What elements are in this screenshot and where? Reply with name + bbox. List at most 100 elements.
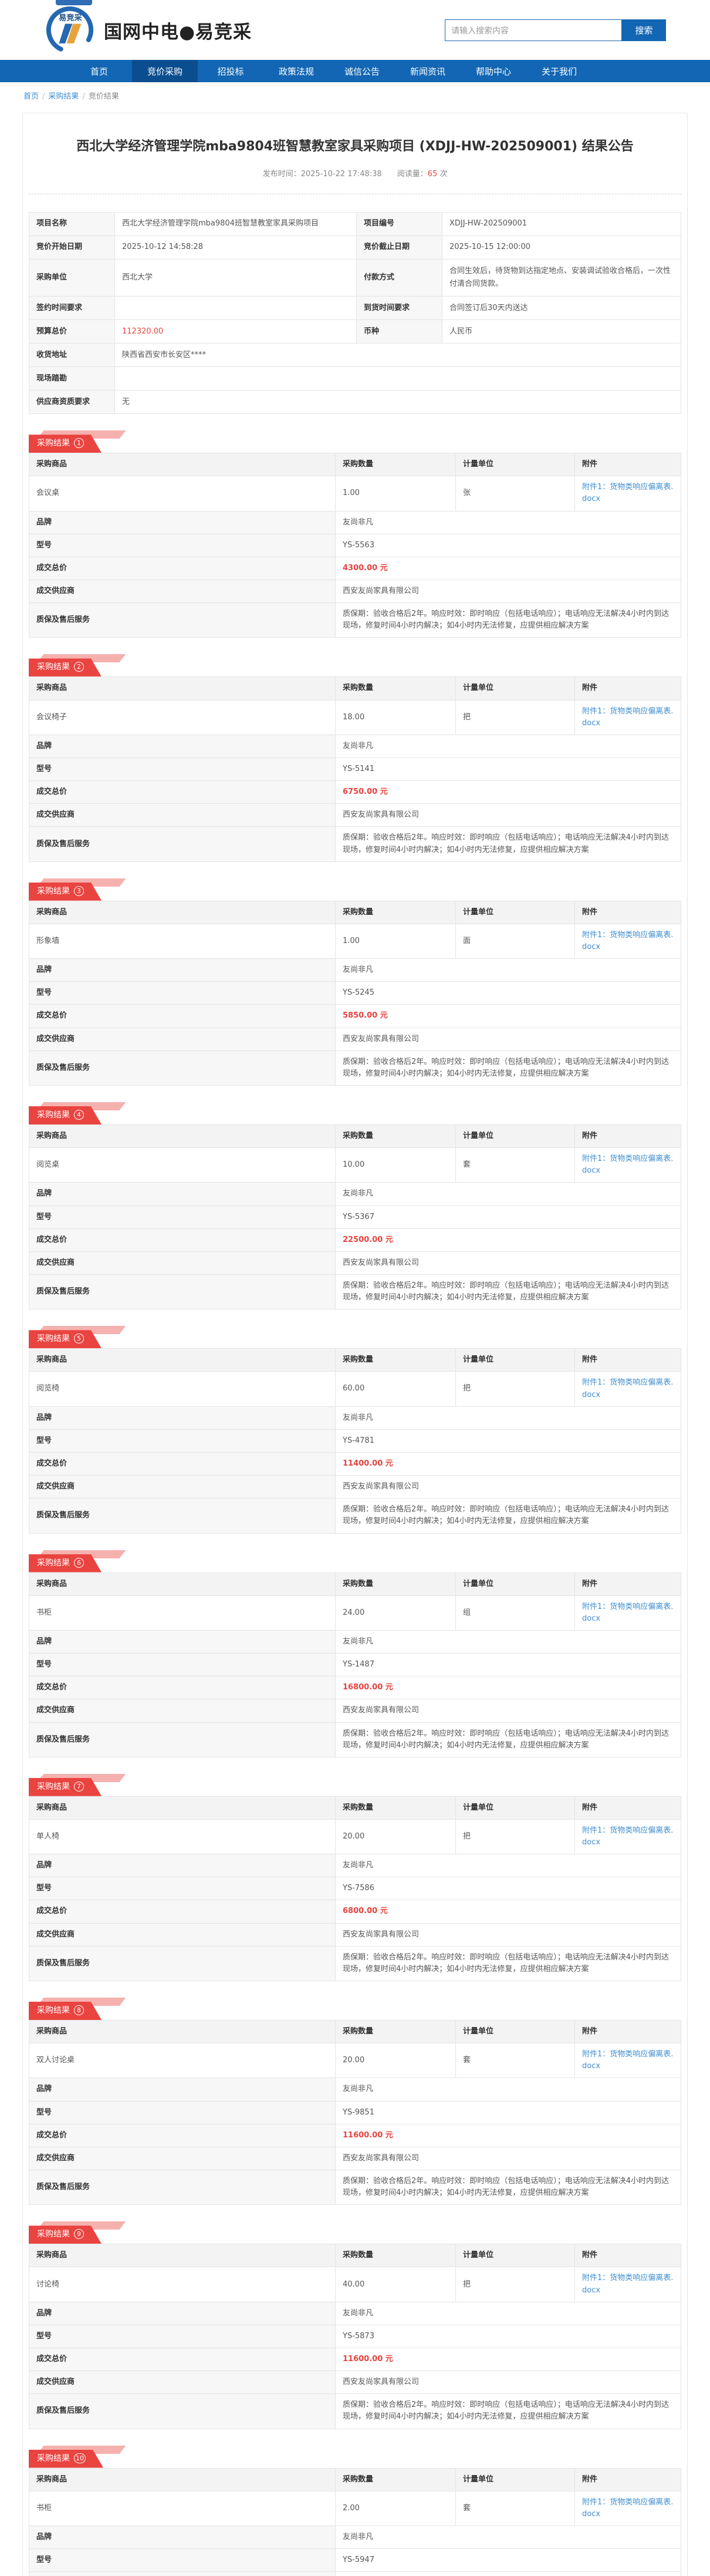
nav-item-7[interactable]: 帮助中心: [475, 66, 511, 77]
nav-item-5[interactable]: 诚信公告: [344, 66, 380, 77]
ribbon-label: 采购结果: [37, 1110, 70, 1120]
attachment-link[interactable]: 附件1：货物类响应偏离表.docx: [582, 483, 674, 504]
col-header-attachment: 附件: [574, 1348, 681, 1372]
table-header-row: 采购商品 采购数量 计量单位 附件: [29, 1124, 681, 1149]
table-header-row: 采购商品 采购数量 计量单位 附件: [29, 2244, 681, 2268]
attachment-link[interactable]: 附件1：货物类响应偏离表.docx: [582, 2050, 674, 2071]
service-label: 质保及售后服务: [29, 602, 336, 638]
supplier-label: 成交供应商: [29, 580, 336, 604]
col-header-qty: 采购数量: [335, 2020, 456, 2044]
product-name: 讨论椅: [29, 2267, 336, 2302]
ribbon-badge: 采购结果 4: [29, 1106, 102, 1124]
attachment-link[interactable]: 附件1：货物类响应偏离表.docx: [582, 1378, 674, 1399]
table-row: 会议桌 1.00 张 附件1：货物类响应偏离表.docx: [29, 476, 681, 511]
supplier-value: 西安友尚家具有限公司: [335, 803, 681, 827]
nav-item-1[interactable]: 首页: [90, 66, 108, 77]
result-table: 采购商品 采购数量 计量单位 附件 双人讨论桌 20.00 套 附件1：货物类响…: [29, 2020, 681, 2205]
info-value: 西北大学: [114, 258, 357, 297]
table-header-row: 采购商品 采购数量 计量单位 附件: [29, 2020, 681, 2044]
table-row: 竞价开始日期 2025-10-12 14:58:28 竞价截止日期 2025-1…: [29, 235, 681, 260]
product-qty: 1.00: [335, 923, 456, 959]
search-box: 搜索: [445, 19, 666, 41]
col-header-attachment: 附件: [574, 676, 681, 701]
col-header-qty: 采购数量: [335, 1348, 456, 1372]
nav-item-2[interactable]: 竞价采购: [132, 60, 198, 82]
nav-item-4[interactable]: 政策法规: [278, 66, 314, 77]
service-value: 质保期：验收合格后2年。响应时效：即时响应（包括电话响应）；电话响应无法解决4小…: [335, 2170, 681, 2205]
breadcrumb-item-1[interactable]: 首页: [23, 92, 39, 101]
attachment-link[interactable]: 附件1：货物类响应偏离表.docx: [582, 2497, 674, 2518]
table-row: 项目名称 西北大学经济管理学院mba9804班智慧教室家具采购项目 项目编号 X…: [29, 212, 681, 236]
service-label: 质保及售后服务: [29, 826, 336, 862]
supplier-value: 西安友尚家具有限公司: [335, 2370, 681, 2395]
info-label: 现场踏勘: [29, 366, 115, 391]
info-value: [114, 296, 357, 321]
total-price-value: 11400.00 元: [335, 1452, 681, 1476]
announcement-card: 西北大学经济管理学院mba9804班智慧教室家具采购项目 (XDJJ-HW-20…: [22, 113, 688, 2576]
product-unit: 把: [455, 1819, 575, 1855]
browser-tab-fragment: [56, 0, 92, 5]
result-table: 采购商品 采购数量 计量单位 附件 书柜 24.00 组 附件1：货物类响应偏离…: [29, 1572, 681, 1757]
result-number-badge: 5: [74, 1334, 84, 1343]
total-price-value: 6750.00 元: [335, 780, 681, 804]
attachment-link[interactable]: 附件1：货物类响应偏离表.docx: [582, 1602, 674, 1623]
col-header-product: 采购商品: [29, 2020, 336, 2044]
announcement-meta: 发布时间：2025-10-22 17:48:38 阅读量：65 次: [29, 167, 681, 179]
col-header-product: 采购商品: [29, 1348, 336, 1372]
result-number-badge: 3: [74, 886, 84, 896]
table-header-row: 采购商品 采购数量 计量单位 附件: [29, 1796, 681, 1820]
result-table: 采购商品 采购数量 计量单位 附件 会议椅子 18.00 把 附件1：货物类响应…: [29, 676, 681, 862]
table-row: 质保及售后服务 质保期：验收合格后2年。响应时效：即时响应（包括电话响应）；电话…: [29, 2393, 681, 2429]
col-header-attachment: 附件: [574, 2467, 681, 2491]
service-label: 质保及售后服务: [29, 1498, 336, 1534]
total-price-value: 16800.00 元: [335, 1676, 681, 1700]
table-row: 品牌 友尚非凡: [29, 1854, 681, 1878]
brand-value: 友尚非凡: [335, 1406, 681, 1430]
supplier-label: 成交供应商: [29, 2370, 336, 2395]
col-header-attachment: 附件: [574, 1796, 681, 1820]
search-button[interactable]: 搜索: [622, 19, 666, 41]
table-header-row: 采购商品 采购数量 计量单位 附件: [29, 676, 681, 701]
total-price-label: 成交总价: [29, 1004, 336, 1028]
product-unit: 套: [455, 2490, 575, 2527]
product-unit: 套: [455, 1147, 575, 1183]
product-name: 会议桌: [29, 476, 336, 511]
search-input[interactable]: [445, 19, 622, 41]
nav-item-8[interactable]: 关于我们: [541, 66, 577, 77]
result-block: 采购结果 2 采购商品 采购数量 计量单位 附件 会议椅子 18.00 把 附件1…: [29, 653, 681, 862]
table-row: 品牌 友尚非凡: [29, 734, 681, 759]
table-row: 型号 YS-5367: [29, 1205, 681, 1229]
table-row: 成交总价 11600.00 元: [29, 2123, 681, 2147]
budget-value: 112320.00: [114, 319, 357, 344]
ribbon-badge: 采购结果 5: [29, 1330, 102, 1348]
result-block: 采购结果 7 采购商品 采购数量 计量单位 附件 单人椅 20.00 把 附件1：…: [29, 1773, 681, 1982]
info-label: 收货地址: [29, 343, 115, 368]
attachment-link[interactable]: 附件1：货物类响应偏离表.docx: [582, 2274, 674, 2295]
model-value: YS-1487: [335, 1653, 681, 1677]
result-ribbon: 采购结果 5: [29, 1325, 681, 1348]
table-row: 质保及售后服务 质保期：验收合格后2年。响应时效：即时响应（包括电话响应）；电话…: [29, 602, 681, 638]
nav-item-3[interactable]: 招投标: [217, 66, 244, 77]
ribbon-label: 采购结果: [37, 2453, 70, 2463]
nav-item-6[interactable]: 新闻资讯: [410, 66, 445, 77]
attachment-link[interactable]: 附件1：货物类响应偏离表.docx: [582, 930, 674, 951]
attachment-link[interactable]: 附件1：货物类响应偏离表.docx: [582, 706, 674, 728]
col-header-product: 采购商品: [29, 1572, 336, 1596]
site-title: 国网中电●易竞采: [104, 21, 252, 43]
brand-label: 品牌: [29, 2077, 336, 2102]
total-price-value: 11600.00 元: [335, 2571, 681, 2576]
col-header-attachment: 附件: [574, 900, 681, 924]
col-header-product: 采购商品: [29, 2467, 336, 2491]
model-label: 型号: [29, 2548, 336, 2572]
attachment-link[interactable]: 附件1：货物类响应偏离表.docx: [582, 1826, 674, 1847]
info-value: [114, 366, 681, 391]
attachment-link[interactable]: 附件1：货物类响应偏离表.docx: [582, 1154, 674, 1176]
col-header-unit: 计量单位: [455, 1796, 575, 1820]
table-row: 供应商资质要求 无: [29, 390, 681, 415]
product-unit: 张: [455, 476, 575, 511]
col-header-unit: 计量单位: [455, 1348, 575, 1372]
breadcrumb-item-2[interactable]: 采购结果: [48, 92, 79, 101]
ribbon-label: 采购结果: [37, 662, 70, 672]
col-header-product: 采购商品: [29, 453, 336, 477]
total-price-label: 成交总价: [29, 1228, 336, 1252]
